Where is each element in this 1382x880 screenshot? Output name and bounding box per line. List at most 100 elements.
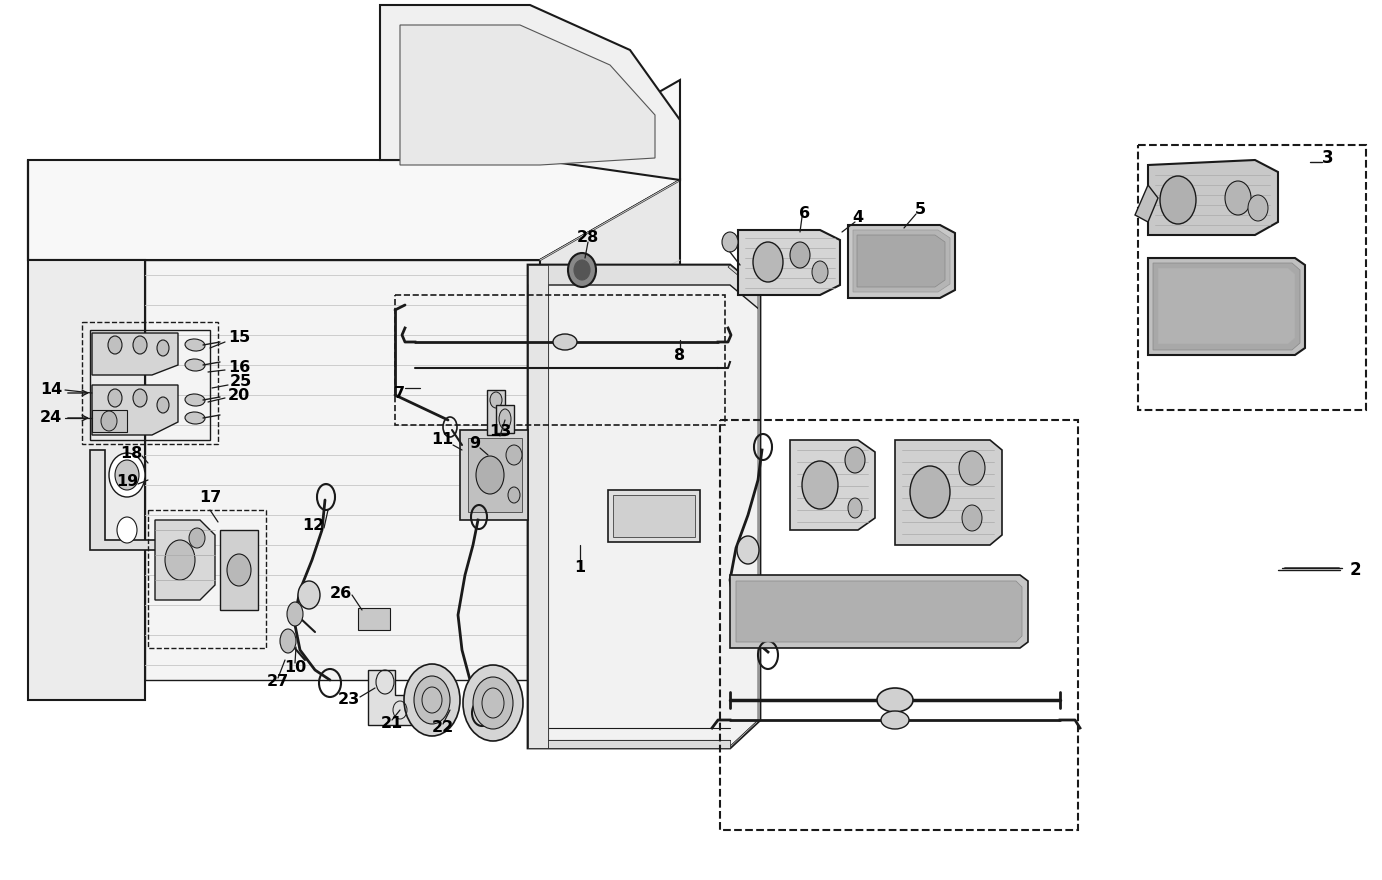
Polygon shape [528, 265, 760, 310]
Polygon shape [399, 25, 655, 165]
Polygon shape [728, 265, 760, 748]
Text: 3: 3 [1323, 149, 1334, 167]
Text: 12: 12 [301, 517, 323, 532]
Ellipse shape [849, 498, 862, 518]
Ellipse shape [158, 340, 169, 356]
Ellipse shape [117, 517, 137, 543]
Ellipse shape [463, 665, 522, 741]
Ellipse shape [553, 334, 578, 350]
Text: 24: 24 [40, 410, 62, 426]
Polygon shape [791, 440, 875, 530]
Bar [82, 322, 218, 444]
Text: 20: 20 [228, 388, 250, 404]
Bar [720, 420, 1078, 830]
Text: 15: 15 [228, 331, 250, 346]
Text: 10: 10 [283, 661, 307, 676]
Ellipse shape [813, 261, 828, 283]
Ellipse shape [475, 456, 504, 494]
Ellipse shape [737, 536, 759, 564]
Ellipse shape [158, 397, 169, 413]
Bar [496, 405, 514, 433]
Text: 23: 23 [337, 693, 359, 708]
Polygon shape [460, 430, 528, 520]
Text: 8: 8 [674, 348, 685, 363]
Ellipse shape [1248, 195, 1269, 221]
Ellipse shape [506, 445, 522, 465]
Text: 25: 25 [229, 375, 253, 390]
Polygon shape [28, 80, 680, 260]
Polygon shape [28, 160, 145, 700]
Ellipse shape [109, 453, 145, 497]
Ellipse shape [1159, 176, 1195, 224]
Ellipse shape [880, 711, 909, 729]
Ellipse shape [415, 676, 451, 724]
Polygon shape [93, 385, 178, 435]
Text: 19: 19 [116, 474, 138, 489]
Ellipse shape [499, 409, 511, 429]
Ellipse shape [568, 253, 596, 287]
Text: 1: 1 [575, 561, 586, 576]
Polygon shape [220, 530, 258, 610]
Polygon shape [93, 333, 178, 375]
Text: 27: 27 [267, 674, 289, 690]
Ellipse shape [878, 688, 914, 712]
Polygon shape [1153, 263, 1300, 350]
Polygon shape [1158, 268, 1295, 344]
Polygon shape [1135, 185, 1158, 222]
Polygon shape [468, 438, 522, 512]
Text: 17: 17 [199, 489, 221, 504]
Polygon shape [1148, 258, 1305, 355]
Polygon shape [738, 230, 840, 295]
Polygon shape [368, 670, 415, 725]
Ellipse shape [299, 581, 321, 609]
Polygon shape [145, 260, 540, 680]
Ellipse shape [101, 411, 117, 431]
Polygon shape [737, 581, 1023, 642]
Ellipse shape [962, 505, 983, 531]
Text: 7: 7 [394, 385, 405, 400]
Text: 21: 21 [381, 716, 404, 731]
Bar [93, 410, 127, 432]
Polygon shape [857, 235, 945, 287]
Ellipse shape [164, 540, 195, 580]
Ellipse shape [791, 242, 810, 268]
Ellipse shape [287, 602, 303, 626]
Bar [148, 510, 265, 648]
Ellipse shape [844, 447, 865, 473]
Polygon shape [528, 265, 760, 748]
Text: 26: 26 [330, 585, 352, 600]
Ellipse shape [185, 394, 205, 406]
Text: 14: 14 [40, 383, 62, 398]
Ellipse shape [133, 389, 146, 407]
Ellipse shape [491, 392, 502, 408]
Ellipse shape [189, 528, 205, 548]
Polygon shape [849, 225, 955, 298]
Polygon shape [549, 740, 730, 748]
Text: 18: 18 [120, 445, 142, 460]
Polygon shape [1148, 160, 1278, 235]
Bar [1137, 145, 1365, 410]
Text: 2: 2 [1349, 561, 1361, 579]
Ellipse shape [753, 242, 784, 282]
Bar [608, 490, 701, 542]
Text: 28: 28 [576, 231, 600, 246]
Ellipse shape [574, 260, 590, 280]
Text: 4: 4 [853, 210, 864, 225]
Ellipse shape [473, 677, 513, 729]
Bar [614, 495, 695, 537]
Text: 16: 16 [228, 360, 250, 375]
Ellipse shape [802, 461, 837, 509]
Ellipse shape [909, 466, 949, 518]
Ellipse shape [133, 336, 146, 354]
Polygon shape [486, 390, 504, 435]
Ellipse shape [185, 339, 205, 351]
Ellipse shape [115, 460, 140, 490]
Polygon shape [155, 520, 216, 600]
Polygon shape [380, 5, 680, 180]
Ellipse shape [108, 389, 122, 407]
Ellipse shape [281, 629, 296, 653]
Ellipse shape [404, 664, 460, 736]
Text: 11: 11 [431, 432, 453, 448]
Bar [358, 608, 390, 630]
Bar [395, 295, 726, 425]
